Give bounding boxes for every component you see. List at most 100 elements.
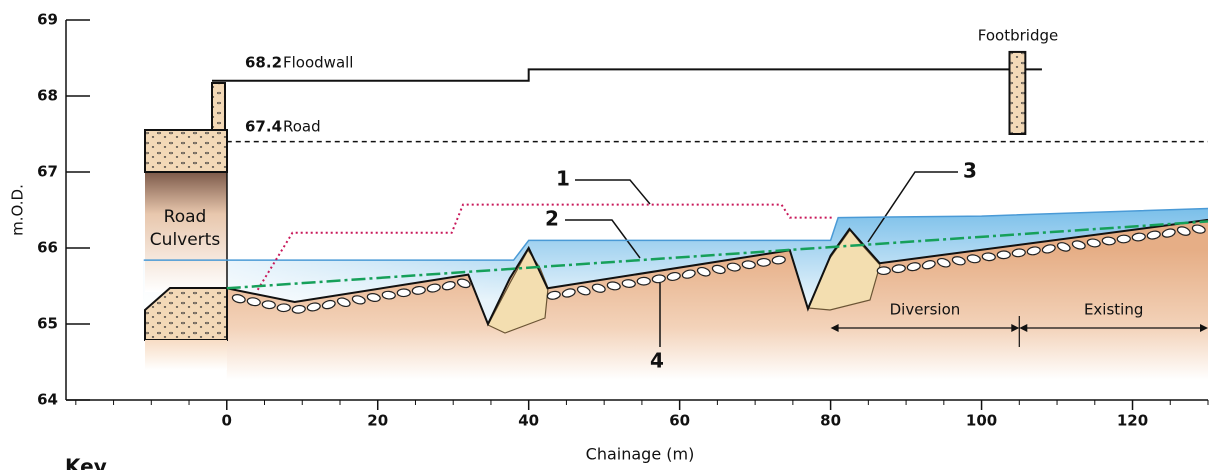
annotation: 2: [545, 207, 559, 231]
rock: [921, 260, 936, 270]
x-tick-label: 120: [1117, 412, 1148, 430]
rock: [1161, 228, 1176, 238]
rock: [621, 279, 636, 288]
rock: [231, 294, 246, 304]
rock: [336, 297, 351, 308]
rock: [981, 252, 996, 262]
y-tick-label: 64: [37, 391, 58, 409]
reach-label: Diversion: [890, 301, 961, 319]
rock: [636, 276, 651, 286]
rock: [651, 274, 666, 284]
leader-line: [575, 179, 651, 205]
rock: [756, 257, 771, 267]
rock: [456, 278, 471, 289]
rock: [726, 262, 741, 272]
y-tick-label: 67: [37, 163, 58, 181]
y-tick-label: 65: [37, 315, 58, 333]
rock: [876, 266, 891, 276]
rock: [1026, 246, 1041, 256]
rock: [936, 257, 951, 268]
annotation: Floodwall: [283, 54, 353, 72]
rock: [681, 269, 696, 279]
rock: [771, 255, 786, 265]
annotation: Culverts: [150, 230, 221, 250]
annotation: 1: [556, 167, 570, 191]
y-tick-label: 66: [37, 239, 58, 257]
x-tick-label: 0: [222, 412, 232, 430]
culvert-fill: [145, 172, 227, 292]
rock: [351, 295, 366, 305]
annotation: 68.2: [245, 54, 282, 72]
x-tick-label: 80: [820, 412, 841, 430]
rock: [966, 254, 981, 264]
rock: [426, 283, 441, 293]
leader-line: [565, 219, 641, 259]
x-axis-label: Chainage (m): [586, 445, 695, 464]
rock: [666, 271, 681, 282]
y-axis-label: m.O.D.: [9, 184, 27, 236]
annotation: 4: [650, 349, 664, 373]
rock: [711, 264, 726, 275]
road-block: [144, 129, 228, 173]
line-2: [226, 220, 1209, 290]
rock: [1131, 232, 1146, 242]
annotation: Footbridge: [978, 27, 1058, 45]
reach-label: Existing: [1084, 301, 1143, 319]
leader-line: [867, 171, 958, 243]
rock: [996, 250, 1011, 260]
rock: [291, 304, 306, 314]
rock: [606, 281, 621, 291]
rock: [906, 262, 921, 272]
rock: [591, 283, 606, 293]
rock: [381, 290, 396, 300]
rock: [561, 288, 576, 298]
rock: [1086, 238, 1101, 248]
rock: [696, 266, 711, 277]
rock: [1146, 230, 1161, 240]
annotation: Road: [164, 207, 207, 227]
rock: [1056, 242, 1071, 252]
illustration: [143, 208, 1209, 380]
rock: [1191, 224, 1206, 234]
culvert-fade: [145, 340, 227, 370]
culvert-base: [144, 287, 228, 341]
rock: [321, 299, 336, 310]
rock: [441, 281, 456, 291]
rock: [576, 285, 591, 296]
rock: [1011, 248, 1026, 258]
rock: [1041, 244, 1056, 254]
rock: [1071, 240, 1086, 250]
rock: [891, 264, 906, 274]
footbridge: [1008, 50, 1027, 135]
rock: [546, 290, 561, 300]
bed-profile: [226, 218, 1209, 327]
rock: [951, 256, 966, 266]
rock: [1176, 226, 1191, 236]
x-tick-label: 60: [669, 412, 690, 430]
x-tick-label: 20: [367, 412, 388, 430]
x-tick-label: 40: [518, 412, 539, 430]
annotation: 67.4: [245, 118, 282, 136]
y-tick-label: 68: [37, 87, 58, 105]
rock: [1116, 234, 1131, 244]
rock: [246, 297, 261, 307]
water-surface: [143, 207, 1209, 261]
rock: [741, 260, 756, 270]
rock: [366, 292, 381, 302]
line-1: [256, 203, 835, 291]
x-tick-label: 100: [966, 412, 997, 430]
rock: [396, 288, 411, 298]
key-heading: Key: [65, 455, 107, 470]
annotation: Road: [283, 118, 321, 136]
rock: [261, 300, 276, 310]
rock: [411, 285, 426, 295]
rock: [306, 302, 321, 312]
rock-crest: [487, 248, 549, 334]
y-tick-label: 69: [37, 11, 58, 29]
rock: [276, 303, 291, 313]
rock: [1101, 236, 1116, 246]
wall-column: [211, 82, 226, 131]
floodwall-line: [212, 68, 1042, 82]
annotation: 3: [963, 159, 977, 183]
